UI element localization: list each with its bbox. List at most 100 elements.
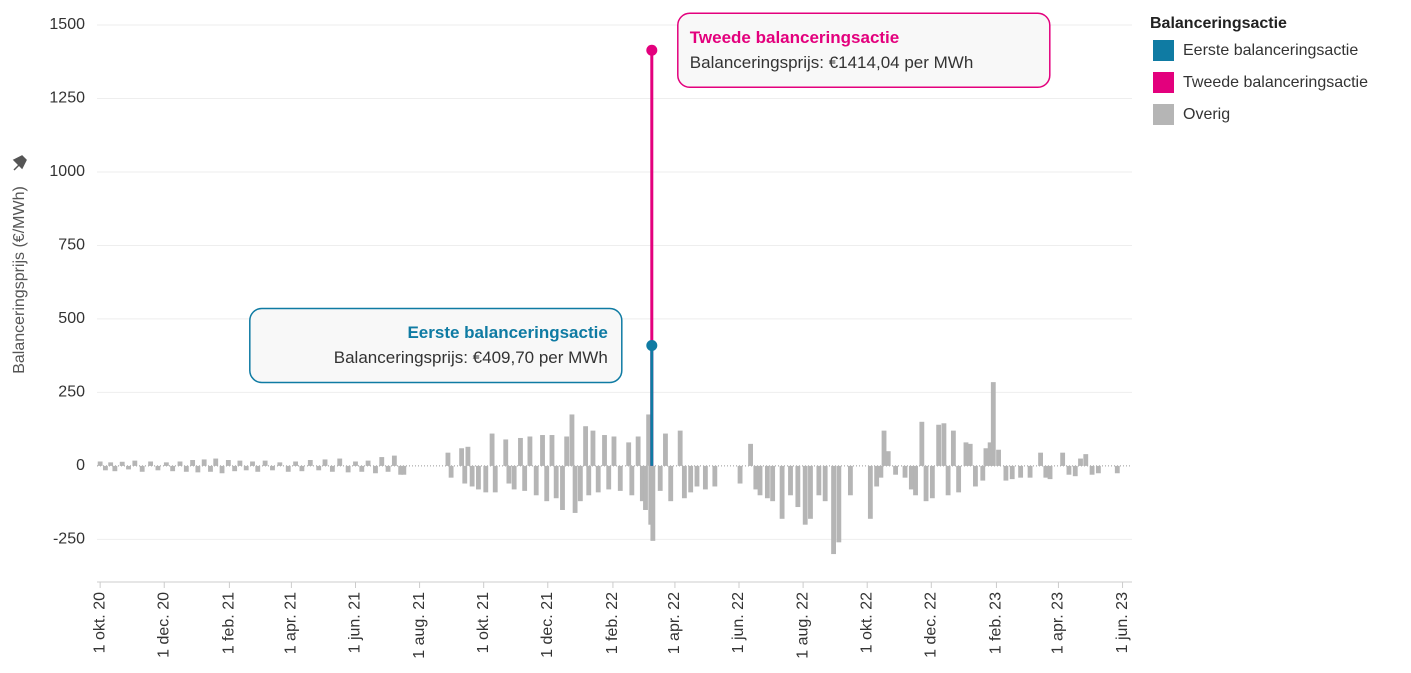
bar <box>980 465 986 481</box>
bar <box>445 452 451 466</box>
bar <box>126 465 131 470</box>
bar <box>878 465 884 478</box>
bar <box>503 439 509 466</box>
bar <box>816 465 822 496</box>
legend-title: Balanceringsactie <box>1150 15 1287 32</box>
bar <box>1027 465 1033 478</box>
legend-swatch <box>1153 72 1174 93</box>
bar <box>764 465 770 499</box>
bar <box>250 461 255 466</box>
bar <box>893 465 898 475</box>
x-tick-label: 1 apr. 21 <box>283 592 300 654</box>
bar <box>681 465 687 499</box>
bar <box>569 414 575 466</box>
bar <box>307 460 313 466</box>
bar <box>737 465 743 484</box>
bar <box>183 465 189 472</box>
bar <box>802 465 808 525</box>
bar <box>677 430 683 466</box>
bar <box>293 461 299 466</box>
bar <box>270 465 275 471</box>
x-tick-label: 1 aug. 22 <box>794 592 811 659</box>
y-tick-label: 1000 <box>49 163 85 180</box>
bar <box>119 461 125 466</box>
bar <box>518 437 523 466</box>
bar <box>213 458 219 466</box>
bar <box>564 436 570 466</box>
bar <box>1047 465 1053 480</box>
y-tick-label: 1500 <box>49 16 85 33</box>
bar <box>155 465 161 471</box>
bar <box>602 435 607 466</box>
bar <box>553 465 559 499</box>
bar <box>322 459 328 466</box>
bar <box>379 457 385 466</box>
bar <box>808 465 813 519</box>
annotation-box <box>677 12 1051 89</box>
bar <box>112 465 118 472</box>
y-tick-label: 1250 <box>49 90 85 107</box>
bar <box>967 443 973 466</box>
y-axis-label: Balanceringsprijs (€/MWh) <box>11 186 28 374</box>
bar <box>822 465 828 502</box>
bar <box>702 465 708 490</box>
x-tick-label: 1 feb. 21 <box>221 592 238 654</box>
legend-label: Tweede balanceringsactie <box>1183 74 1368 91</box>
y-tick-label: 0 <box>76 457 85 474</box>
bar <box>996 449 1001 466</box>
bar <box>511 465 517 490</box>
x-tick-label: 1 dec. 22 <box>923 592 940 658</box>
x-tick-label: 1 jun. 22 <box>730 592 747 653</box>
bar <box>359 465 365 472</box>
bar <box>492 465 498 493</box>
bar <box>757 465 763 496</box>
bar <box>102 465 108 471</box>
x-tick-label: 1 okt. 21 <box>475 592 492 653</box>
annotation-title: Eerste balanceringsactie <box>407 323 607 342</box>
bar <box>132 460 138 466</box>
bar <box>626 442 632 466</box>
bar <box>867 465 873 519</box>
bar <box>560 465 565 510</box>
bar <box>635 436 641 466</box>
bar <box>668 465 674 502</box>
bar <box>973 465 978 487</box>
annotation-title: Tweede balanceringsactie <box>690 28 899 47</box>
bar <box>544 465 550 502</box>
bar <box>617 465 623 491</box>
bar <box>373 465 378 474</box>
bar <box>1038 452 1044 466</box>
bar <box>836 465 842 543</box>
bar <box>748 443 753 466</box>
bar <box>923 465 929 502</box>
bar <box>506 465 512 484</box>
bar <box>255 465 261 472</box>
bar <box>885 451 891 466</box>
bar <box>712 465 718 487</box>
bar <box>831 465 837 555</box>
bar <box>583 426 589 466</box>
bar <box>1089 465 1095 475</box>
bar <box>572 465 578 513</box>
bar <box>527 436 533 466</box>
bar <box>1043 465 1049 478</box>
highlight-dot <box>646 339 658 351</box>
legend-swatch <box>1153 40 1174 61</box>
pin-icon[interactable] <box>12 155 27 171</box>
bar <box>795 465 801 508</box>
bar <box>963 442 969 466</box>
y-tick-label: 250 <box>58 384 85 401</box>
bar <box>639 465 645 502</box>
bar <box>1018 465 1024 478</box>
x-tick-label: 1 jun. 23 <box>1114 592 1131 653</box>
bar <box>629 465 635 496</box>
y-tick-label: 500 <box>58 310 85 327</box>
bar <box>459 448 465 466</box>
bar <box>540 435 545 466</box>
legend-swatch <box>1153 104 1174 125</box>
bar <box>945 465 951 496</box>
bar <box>465 446 471 466</box>
bar <box>201 459 207 466</box>
bar <box>148 461 154 466</box>
bar <box>1009 465 1015 480</box>
